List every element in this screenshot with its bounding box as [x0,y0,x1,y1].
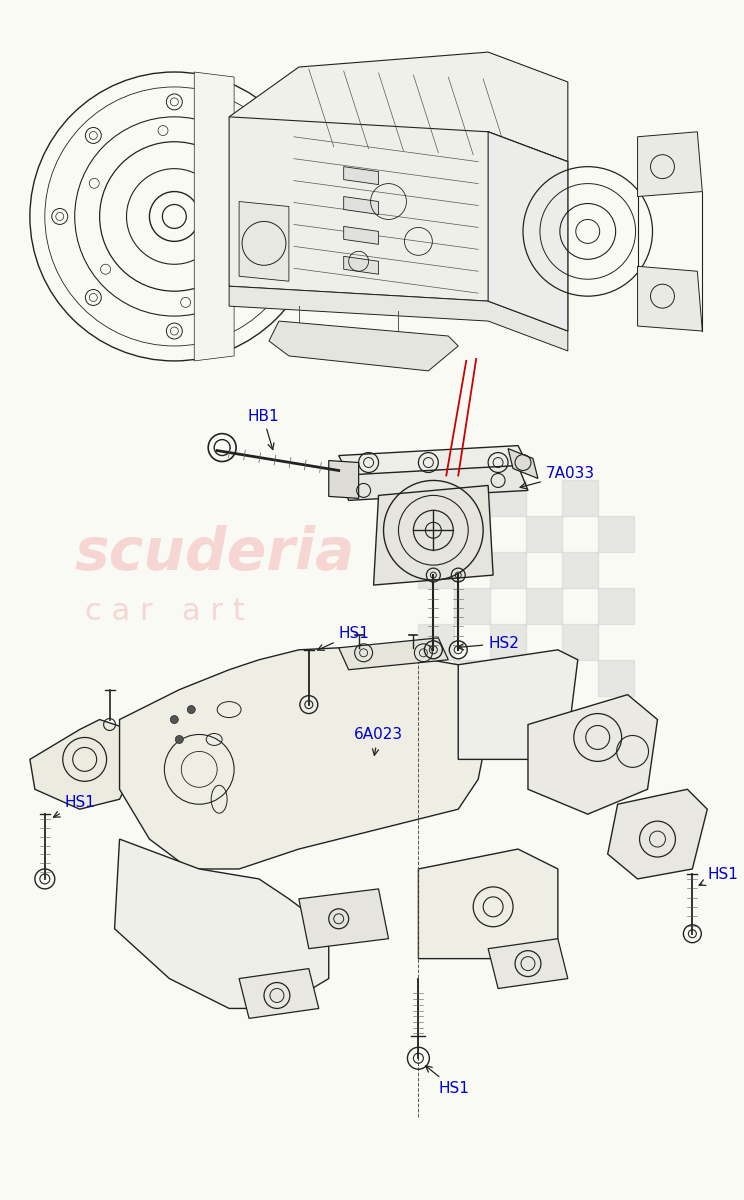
Polygon shape [339,638,449,670]
Text: scuderia: scuderia [74,526,355,582]
Bar [490,480,526,516]
Bar [455,588,490,624]
Bar [526,588,562,624]
Polygon shape [418,850,558,959]
Polygon shape [344,167,379,185]
Text: 7A033: 7A033 [520,467,595,488]
Polygon shape [229,287,568,350]
Polygon shape [488,938,568,989]
Bar [562,480,597,516]
Polygon shape [339,466,528,500]
Polygon shape [239,968,318,1019]
Polygon shape [344,227,379,245]
Bar [597,660,634,696]
Bar [597,588,634,624]
Bar [418,480,455,516]
Polygon shape [608,790,708,878]
Bar [418,624,455,660]
Polygon shape [299,889,388,949]
Circle shape [176,736,183,744]
Bar [597,516,634,552]
Bar [455,516,490,552]
Polygon shape [194,72,234,361]
Bar [490,552,526,588]
Polygon shape [344,257,379,275]
Polygon shape [269,322,458,371]
Bar [562,624,597,660]
Polygon shape [344,197,379,215]
Polygon shape [115,839,329,1008]
Text: HS1: HS1 [54,796,96,817]
Polygon shape [508,449,538,479]
Polygon shape [488,132,568,331]
Bar [526,660,562,696]
Bar [562,552,597,588]
Text: HS1: HS1 [426,1066,469,1096]
Text: c a r   a r t: c a r a r t [85,596,245,626]
Text: HS1: HS1 [699,866,738,886]
Polygon shape [528,695,658,814]
Text: HS2: HS2 [458,636,519,650]
Polygon shape [373,486,493,586]
Bar [418,552,455,588]
Polygon shape [239,202,289,281]
Bar [490,624,526,660]
Text: 6A023: 6A023 [353,727,403,755]
Circle shape [187,706,195,714]
Polygon shape [329,461,359,498]
Circle shape [170,715,179,724]
Bar [526,516,562,552]
Polygon shape [229,116,568,331]
Polygon shape [458,650,578,760]
Text: HB1: HB1 [247,409,279,450]
Polygon shape [339,445,528,475]
Polygon shape [229,52,568,162]
Text: HS1: HS1 [318,626,370,650]
Polygon shape [30,720,139,809]
Polygon shape [638,132,702,197]
Polygon shape [120,648,488,869]
Polygon shape [638,266,702,331]
Bar [455,660,490,696]
